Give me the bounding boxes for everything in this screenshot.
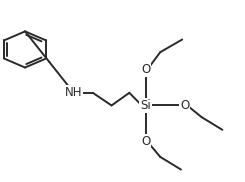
- Text: O: O: [141, 135, 150, 148]
- Text: Si: Si: [140, 99, 151, 112]
- Text: NH: NH: [65, 86, 83, 99]
- Text: O: O: [141, 63, 150, 76]
- Text: O: O: [180, 99, 189, 112]
